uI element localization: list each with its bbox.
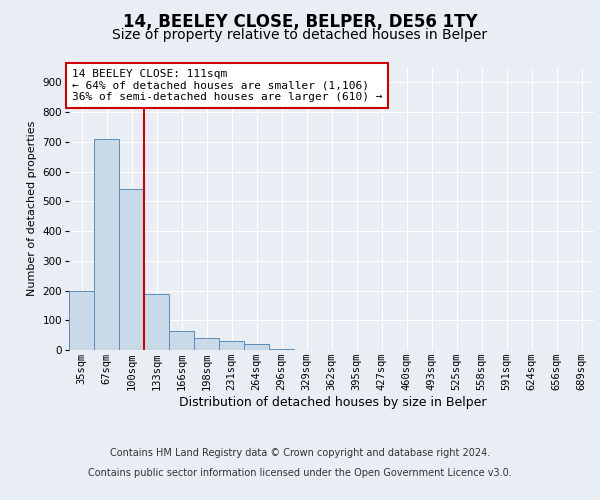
Bar: [94, 139, 119, 350]
Bar: [194, 338, 219, 350]
Bar: [69, 290, 94, 350]
Bar: [269, 348, 294, 350]
Bar: [244, 344, 269, 350]
Bar: [169, 330, 194, 350]
Bar: [219, 341, 244, 350]
Text: 14 BEELEY CLOSE: 111sqm
← 64% of detached houses are smaller (1,106)
36% of semi: 14 BEELEY CLOSE: 111sqm ← 64% of detache…: [71, 69, 382, 102]
Text: Contains public sector information licensed under the Open Government Licence v3: Contains public sector information licen…: [88, 468, 512, 477]
Bar: [144, 294, 169, 350]
Text: Contains HM Land Registry data © Crown copyright and database right 2024.: Contains HM Land Registry data © Crown c…: [110, 448, 490, 458]
Y-axis label: Number of detached properties: Number of detached properties: [27, 121, 37, 296]
Text: Size of property relative to detached houses in Belper: Size of property relative to detached ho…: [112, 28, 488, 42]
Text: 14, BEELEY CLOSE, BELPER, DE56 1TY: 14, BEELEY CLOSE, BELPER, DE56 1TY: [122, 12, 478, 30]
Bar: [119, 190, 144, 350]
Text: Distribution of detached houses by size in Belper: Distribution of detached houses by size …: [179, 396, 487, 409]
